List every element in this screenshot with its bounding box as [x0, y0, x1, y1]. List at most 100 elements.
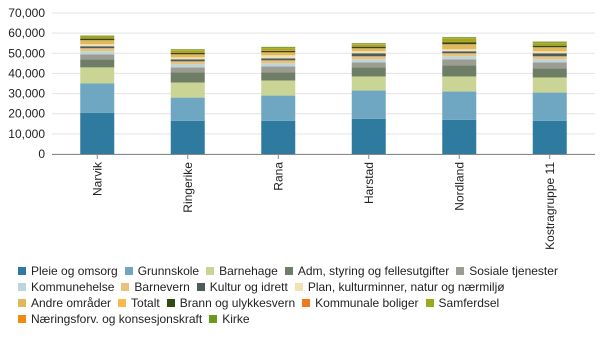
legend-label: Adm, styring og fellesutgifter [297, 264, 450, 278]
x-tick-label: Nordland [452, 162, 466, 211]
legend-swatch [206, 267, 215, 275]
bar-segment [80, 44, 115, 47]
bar-segment [532, 56, 567, 60]
bar-segment [170, 49, 205, 51]
bar-segment [80, 112, 115, 154]
legend-swatch [18, 267, 26, 275]
bar-segment [532, 47, 567, 52]
bar-segment [351, 44, 386, 47]
bar-segment [261, 48, 296, 51]
bar-segment [351, 53, 386, 57]
y-tick-label: 40,000 [8, 66, 45, 80]
legend-swatch [425, 299, 434, 307]
legend-swatch [18, 315, 26, 323]
legend-label: Kommunale boliger [315, 296, 419, 310]
x-tick-label: Rana [271, 162, 285, 191]
bar-segment [80, 40, 115, 45]
bar-segment [532, 120, 567, 154]
bar-segment [532, 53, 567, 57]
legend-label: Grunnskole [137, 264, 200, 278]
bar-segment [351, 46, 386, 49]
bar-segment [532, 92, 567, 121]
bar-segment [170, 59, 205, 62]
bar-segment [170, 52, 205, 55]
legend-label: Kultur og idrett [209, 280, 288, 294]
bar-segment [532, 62, 567, 69]
y-tick-label: 60,000 [8, 26, 45, 40]
bar-segment [261, 63, 296, 67]
legend: Pleie og omsorg Grunnskole Barnehage Adm, s… [18, 263, 598, 327]
x-tick-label: Harstad [362, 162, 376, 204]
legend-item: Kommunehelse [18, 279, 114, 295]
bar-segment [532, 41, 567, 43]
bar-segment [170, 67, 205, 73]
bar-segment [351, 51, 386, 54]
bar-segment [80, 67, 115, 84]
legend-swatch [284, 267, 293, 275]
legend-swatch [302, 299, 311, 307]
bar-segment [80, 59, 115, 68]
bar-segment [80, 36, 115, 39]
bar-segment [80, 48, 115, 52]
bar-segment [80, 35, 115, 37]
bar-segment [261, 60, 296, 64]
bar-segment [261, 120, 296, 154]
bar-segment [442, 42, 477, 45]
bar-segment [261, 72, 296, 81]
legend-item: Brann og ulykkesvern [166, 295, 296, 311]
legend-item: Samferdsel [425, 295, 499, 311]
bar-segment [261, 80, 296, 96]
legend-item: Barnevern [121, 279, 190, 295]
legend-label: Pleie og omsorg [31, 264, 118, 278]
bar-segment [170, 72, 205, 83]
legend-label: Plan, kulturminner, natur og nærmiljø [307, 280, 505, 294]
legend-swatch [124, 267, 133, 275]
legend-item: Adm, styring og fellesutgifter [284, 263, 450, 279]
legend-item: Andre områder [18, 295, 111, 311]
bar-segment [170, 57, 205, 60]
bar-segment [261, 50, 296, 51]
legend-swatch [294, 283, 303, 291]
legend-swatch [209, 315, 218, 323]
chart: 0 10,000 20,000 30,000 40,000 50,000 60,000 70,… [8, 6, 595, 250]
legend-label: Næringsforv. og konsesjonskraft [31, 312, 203, 326]
legend-label: Kirke [222, 312, 250, 326]
bar-segment [351, 67, 386, 77]
y-tick-label: 10,000 [8, 127, 45, 141]
legend-label: Sosiale tjenester [469, 264, 558, 278]
bar-segment [80, 83, 115, 113]
legend-swatch [121, 283, 130, 291]
bar-segment [442, 44, 477, 50]
bar-segment [532, 59, 567, 63]
legend-label: Kommunehelse [31, 280, 115, 294]
y-tick-label: 0 [38, 147, 45, 161]
x-tick-label: Kostragruppe 11 [543, 162, 557, 250]
legend-item: Næringsforv. og konsesjonskraft [18, 311, 202, 327]
bar-segment [80, 46, 115, 49]
bar-segment [442, 65, 477, 77]
bar-segment [442, 119, 477, 154]
legend-swatch [18, 299, 26, 307]
bar-segment [532, 45, 567, 48]
bar-segment [351, 44, 386, 45]
bar-segment [351, 43, 386, 45]
bar-segment [351, 76, 386, 91]
bar-segment [442, 41, 477, 43]
bar-segment [351, 48, 386, 52]
x-tick-label: Narvik [90, 161, 104, 196]
legend-swatch [18, 283, 26, 291]
bar-segment [261, 55, 296, 59]
legend-item: Sosiale tjenester [456, 263, 558, 279]
bar-segment [442, 38, 477, 42]
bar-segment [170, 50, 205, 51]
bar-segment [261, 52, 296, 56]
bar-segment [261, 58, 296, 61]
bar-segment [351, 62, 386, 68]
bar-segment [351, 56, 386, 60]
legend-item: Grunnskole [124, 263, 200, 279]
bar-segment [80, 38, 115, 41]
legend-item: Barnehage [206, 263, 278, 279]
y-tick-label: 20,000 [8, 107, 45, 121]
legend-label: Brann og ulykkesvern [179, 296, 296, 310]
